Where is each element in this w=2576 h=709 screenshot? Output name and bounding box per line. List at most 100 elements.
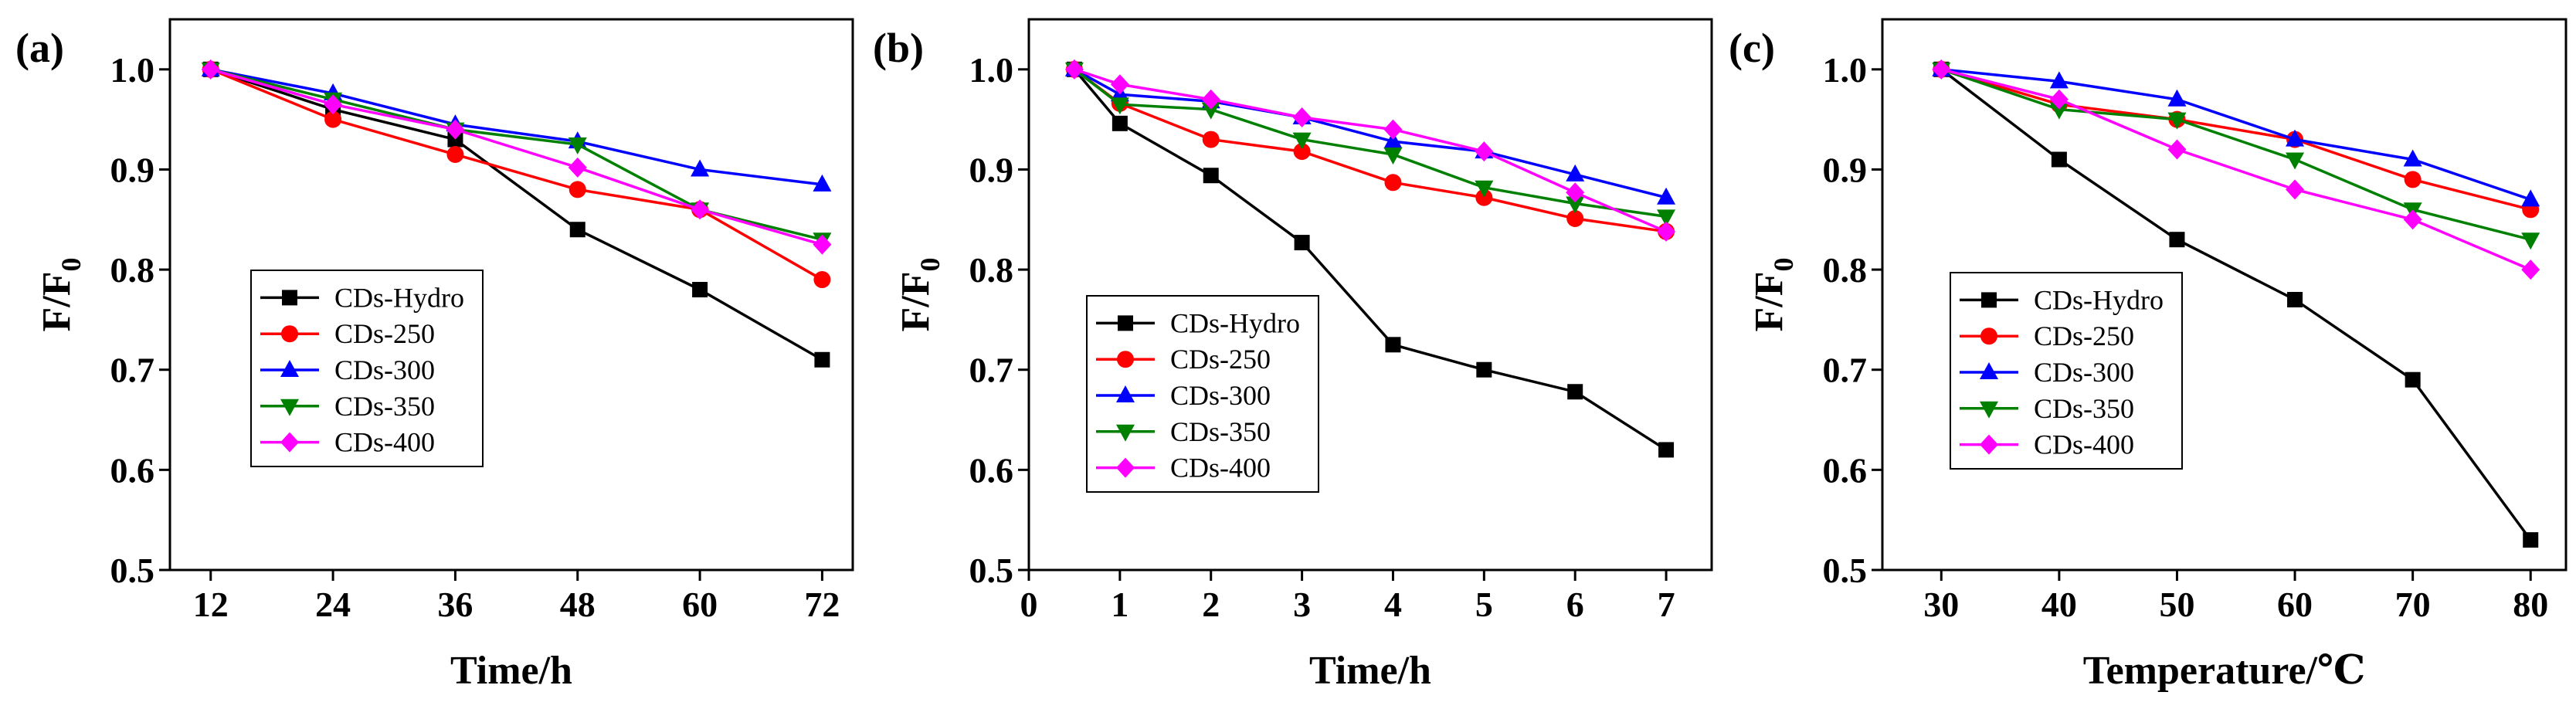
data-point-cds-300 bbox=[2286, 129, 2305, 147]
y-tick-label: 0.8 bbox=[1823, 250, 1868, 290]
data-point-cds-hydro bbox=[1385, 337, 1401, 353]
series-line-cds-350 bbox=[1940, 68, 2531, 241]
data-point-cds-350 bbox=[1657, 209, 1676, 227]
data-point-cds-400 bbox=[2167, 139, 2187, 160]
y-tick-label: 1.0 bbox=[969, 50, 1014, 90]
data-point-cds-250 bbox=[1384, 174, 1402, 192]
x-tick-label: 4 bbox=[1384, 585, 1402, 624]
legend-marker bbox=[280, 432, 299, 453]
data-point-cds-250 bbox=[1293, 143, 1311, 161]
x-tick-label: 12 bbox=[193, 585, 229, 624]
legend-marker bbox=[1116, 424, 1135, 442]
x-tick-label: 2 bbox=[1202, 585, 1220, 624]
x-tick-label: 72 bbox=[804, 585, 840, 624]
legend-entry-label: CDs-300 bbox=[2034, 357, 2134, 388]
y-tick-label: 0.9 bbox=[1823, 150, 1868, 189]
x-tick-label: 7 bbox=[1658, 585, 1675, 624]
data-point-cds-250 bbox=[324, 110, 342, 128]
data-point-cds-hydro bbox=[2169, 232, 2185, 248]
legend-marker bbox=[282, 290, 297, 306]
x-tick-label: 1 bbox=[1111, 585, 1128, 624]
legend-marker bbox=[1116, 385, 1135, 402]
series-line-cds-400 bbox=[1074, 68, 1667, 233]
legend-entry-label: CDs-400 bbox=[2034, 429, 2134, 460]
y-tick-label: 0.9 bbox=[110, 150, 155, 189]
series-line-cds-300 bbox=[1074, 68, 1667, 199]
y-tick-label: 0.5 bbox=[1823, 551, 1868, 590]
data-point-cds-400 bbox=[1932, 59, 1951, 80]
data-point-cds-400 bbox=[446, 119, 465, 140]
data-point-cds-300 bbox=[813, 174, 832, 192]
data-point-cds-300 bbox=[1566, 164, 1585, 181]
legend-marker bbox=[1118, 315, 1133, 331]
data-point-cds-350 bbox=[1383, 148, 1403, 165]
y-tick-label: 0.7 bbox=[1823, 351, 1868, 390]
data-point-cds-hydro bbox=[569, 222, 585, 238]
data-point-cds-hydro bbox=[2287, 291, 2303, 307]
legend-entry-label: CDs-300 bbox=[1170, 380, 1271, 411]
legend-marker bbox=[1116, 457, 1135, 478]
x-tick-label: 80 bbox=[2513, 585, 2548, 624]
y-axis-title-main: F/F bbox=[894, 272, 938, 332]
data-point-cds-350 bbox=[2167, 112, 2187, 130]
legend-marker bbox=[1980, 362, 1998, 379]
legend-entry-label: CDs-Hydro bbox=[1170, 307, 1300, 338]
data-point-cds-hydro bbox=[2051, 151, 2067, 168]
data-point-cds-400 bbox=[2521, 260, 2540, 280]
x-tick-label: 0 bbox=[1020, 585, 1038, 624]
y-axis-title-main: F/F bbox=[1747, 272, 1791, 332]
chart-panel-c: 30 40 50 60 70 80 0.5 0.6 0.7 0.8 0.9 1.0 Temperatur… bbox=[1729, 18, 2568, 693]
x-axis-title: Time/h bbox=[1309, 649, 1431, 693]
data-point-cds-hydro bbox=[814, 351, 830, 368]
y-tick-label: 0.6 bbox=[969, 450, 1014, 490]
y-axis-title-subscript: 0 bbox=[56, 258, 87, 272]
data-point-cds-hydro bbox=[1112, 115, 1128, 131]
y-axis-title: F/F0 bbox=[35, 258, 87, 332]
y-tick-label: 0.9 bbox=[969, 150, 1014, 189]
x-tick-label: 40 bbox=[2041, 585, 2077, 624]
panel-label: (c) bbox=[1729, 25, 1775, 71]
x-tick-label: 6 bbox=[1566, 585, 1584, 624]
legend-entry-label: CDs-350 bbox=[2034, 393, 2134, 424]
legend-marker bbox=[1980, 401, 1998, 419]
data-point-cds-hydro bbox=[692, 282, 708, 298]
data-point-cds-400 bbox=[1064, 59, 1084, 80]
plot-frame bbox=[1881, 18, 2568, 572]
x-tick-label: 30 bbox=[1923, 585, 1959, 624]
panel-label: (a) bbox=[15, 25, 64, 71]
legend: CDs-Hydro CDs-250 CDs-300 CDs-350 CDs-400 bbox=[1950, 272, 2183, 470]
data-point-cds-250 bbox=[568, 181, 586, 198]
data-point-cds-350 bbox=[1110, 97, 1129, 115]
data-point-cds-400 bbox=[691, 199, 710, 220]
x-axis-title: Time/h bbox=[450, 649, 572, 693]
data-point-cds-350 bbox=[568, 137, 587, 155]
x-tick-label: 60 bbox=[2277, 585, 2313, 624]
data-point-cds-400 bbox=[324, 94, 343, 115]
y-tick-label: 0.7 bbox=[969, 351, 1014, 390]
x-tick-label: 70 bbox=[2395, 585, 2431, 624]
data-point-cds-hydro bbox=[1476, 361, 1492, 378]
data-point-cds-300 bbox=[1657, 187, 1676, 205]
y-tick-label: 0.6 bbox=[110, 450, 155, 490]
series-line-cds-hydro bbox=[1073, 68, 1668, 451]
series-line-cds-300 bbox=[1941, 68, 2531, 202]
data-point-cds-350 bbox=[2521, 232, 2540, 250]
legend: CDs-Hydro CDs-250 CDs-300 CDs-350 CDs-400 bbox=[250, 270, 484, 467]
legend-entry-label: CDs-Hydro bbox=[334, 282, 464, 313]
data-point-cds-350 bbox=[2049, 102, 2069, 120]
data-point-cds-250 bbox=[1202, 131, 1220, 148]
data-point-cds-300 bbox=[1383, 131, 1403, 149]
data-point-cds-350 bbox=[1475, 180, 1494, 198]
data-point-cds-300 bbox=[2049, 71, 2069, 89]
y-axis-title-subscript: 0 bbox=[915, 258, 945, 272]
data-point-cds-350 bbox=[1566, 196, 1585, 214]
plot-frame bbox=[168, 18, 854, 572]
legend-marker bbox=[280, 399, 299, 416]
legend-entry-label: CDs-250 bbox=[334, 318, 435, 349]
legend-marker bbox=[1980, 327, 1997, 345]
series-line-cds-250 bbox=[1940, 68, 2531, 212]
legend-entry-label: CDs-350 bbox=[1170, 416, 1271, 447]
data-point-cds-400 bbox=[813, 234, 832, 255]
data-point-cds-350 bbox=[1292, 132, 1312, 150]
x-tick-label: 48 bbox=[560, 585, 596, 624]
